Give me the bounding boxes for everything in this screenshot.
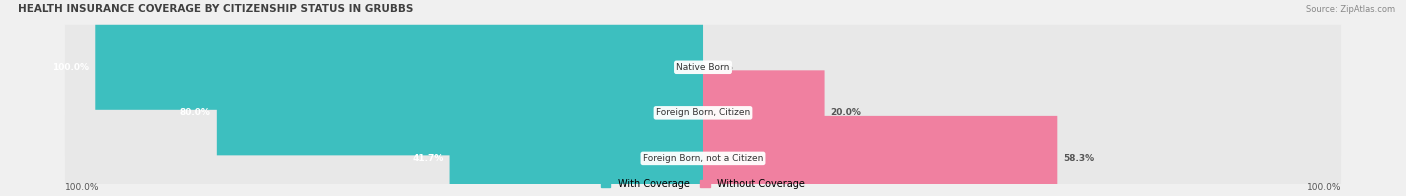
- Text: 20.0%: 20.0%: [831, 108, 862, 117]
- Text: Foreign Born, Citizen: Foreign Born, Citizen: [655, 108, 751, 117]
- FancyBboxPatch shape: [217, 70, 703, 155]
- FancyBboxPatch shape: [703, 25, 1341, 110]
- Text: 100.0%: 100.0%: [1306, 183, 1341, 192]
- FancyBboxPatch shape: [65, 70, 703, 155]
- Text: Foreign Born, not a Citizen: Foreign Born, not a Citizen: [643, 154, 763, 163]
- Text: 100.0%: 100.0%: [52, 63, 89, 72]
- Legend: With Coverage, Without Coverage: With Coverage, Without Coverage: [598, 175, 808, 193]
- FancyBboxPatch shape: [96, 25, 703, 110]
- FancyBboxPatch shape: [703, 70, 824, 155]
- FancyBboxPatch shape: [65, 116, 703, 196]
- Text: 41.7%: 41.7%: [412, 154, 443, 163]
- Text: HEALTH INSURANCE COVERAGE BY CITIZENSHIP STATUS IN GRUBBS: HEALTH INSURANCE COVERAGE BY CITIZENSHIP…: [18, 4, 413, 14]
- FancyBboxPatch shape: [703, 70, 1341, 155]
- Text: 100.0%: 100.0%: [65, 183, 100, 192]
- Text: Source: ZipAtlas.com: Source: ZipAtlas.com: [1306, 5, 1395, 14]
- FancyBboxPatch shape: [703, 116, 1057, 196]
- FancyBboxPatch shape: [65, 25, 703, 110]
- Text: Native Born: Native Born: [676, 63, 730, 72]
- Text: 58.3%: 58.3%: [1063, 154, 1094, 163]
- FancyBboxPatch shape: [703, 116, 1341, 196]
- FancyBboxPatch shape: [450, 116, 703, 196]
- Text: 80.0%: 80.0%: [180, 108, 211, 117]
- Text: 0.0%: 0.0%: [709, 63, 734, 72]
